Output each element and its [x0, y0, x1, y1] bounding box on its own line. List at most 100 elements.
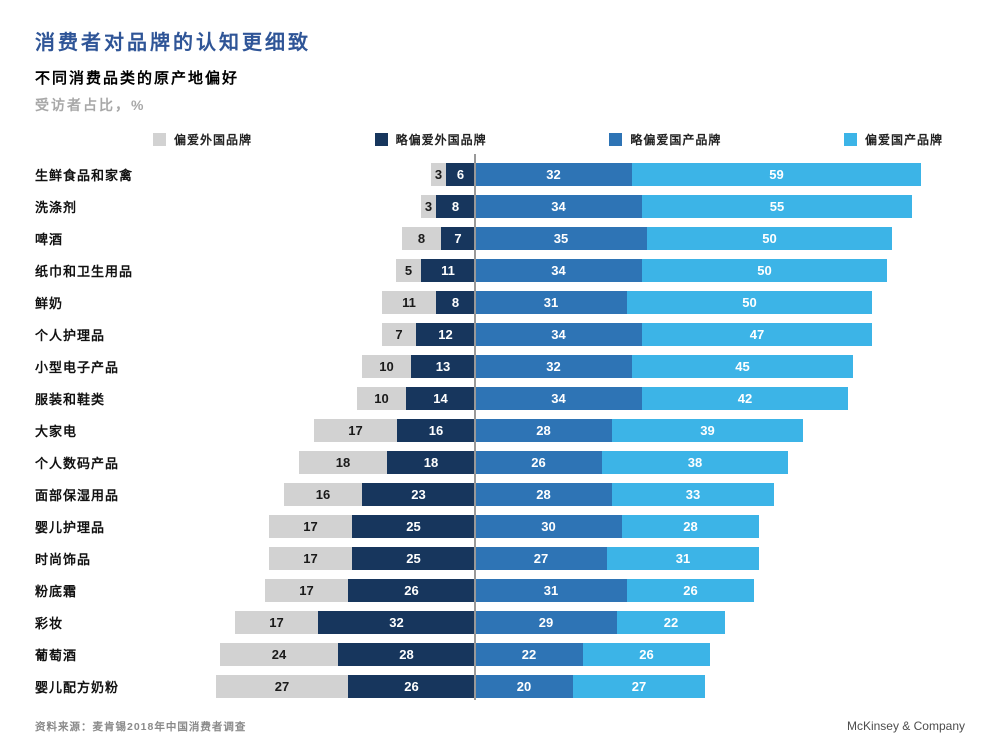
- bar-row: 婴儿配方奶粉 27 26 20 27: [35, 670, 965, 702]
- category-label: 婴儿护理品: [35, 519, 106, 535]
- bar-segment-1: 3: [421, 194, 436, 218]
- legend-swatch-blue: [609, 133, 623, 146]
- right-zone: 26 38: [475, 450, 965, 474]
- left-zone: 17 25: [205, 546, 475, 570]
- bar-segment-3: 29: [475, 610, 617, 634]
- legend-item-slightly-domestic: 略偏爱国产品牌: [609, 131, 721, 148]
- bar-segment-3: 31: [475, 290, 627, 314]
- bar-segment-3: 31: [475, 578, 627, 602]
- bar-segment-2: 26: [348, 674, 475, 698]
- left-zone: 17 25: [205, 514, 475, 538]
- category-label: 服装和鞋类: [35, 391, 106, 407]
- bar-segment-1: 17: [269, 514, 352, 538]
- bar-segment-3: 28: [475, 418, 612, 442]
- bar-segment-3: 34: [475, 258, 642, 282]
- legend-item-prefer-domestic: 偏爱国产品牌: [843, 131, 943, 148]
- bar-segment-2: 16: [397, 418, 475, 442]
- bar-segment-3: 28: [475, 482, 612, 506]
- brand-mark: McKinsey & Company: [846, 719, 965, 733]
- bar-segment-1: 17: [265, 578, 348, 602]
- legend-swatch-lightblue: [843, 133, 857, 146]
- category-label: 纸巾和卫生用品: [35, 263, 134, 279]
- category-label: 鲜奶: [35, 295, 64, 311]
- right-zone: 20 27: [475, 674, 965, 698]
- bar-row: 鲜奶 11 8 31 50: [35, 286, 965, 318]
- category-label: 葡萄酒: [35, 647, 78, 663]
- right-zone: 31 50: [475, 290, 965, 314]
- left-zone: 17 32: [205, 610, 475, 634]
- left-zone: 24 28: [205, 642, 475, 666]
- bar-segment-3: 30: [475, 514, 622, 538]
- bar-row: 时尚饰品 17 25 27 31: [35, 542, 965, 574]
- bar-segment-1: 7: [382, 322, 416, 346]
- bar-segment-3: 26: [475, 450, 602, 474]
- bar-segment-1: 10: [357, 386, 406, 410]
- category-label: 啤酒: [35, 231, 64, 247]
- bar-row: 大家电 17 16 28 39: [35, 414, 965, 446]
- bar-segment-1: 5: [396, 258, 421, 282]
- category-label: 彩妆: [35, 615, 64, 631]
- bar-segment-2: 32: [318, 610, 475, 634]
- left-zone: 11 8: [205, 290, 475, 314]
- right-zone: 34 42: [475, 386, 965, 410]
- right-zone: 34 47: [475, 322, 965, 346]
- bar-row: 彩妆 17 32 29 22: [35, 606, 965, 638]
- bar-segment-4: 28: [622, 514, 759, 538]
- left-zone: 17 16: [205, 418, 475, 442]
- right-zone: 31 26: [475, 578, 965, 602]
- bar-segment-2: 23: [362, 482, 475, 506]
- category-label: 粉底霜: [35, 583, 78, 599]
- bar-segment-1: 10: [362, 354, 411, 378]
- bar-segment-3: 22: [475, 642, 583, 666]
- bar-segment-4: 55: [642, 194, 912, 218]
- category-label: 洗涤剂: [35, 199, 78, 215]
- bar-segment-2: 6: [446, 162, 475, 186]
- category-label: 大家电: [35, 423, 78, 439]
- bar-segment-1: 3: [431, 162, 446, 186]
- bar-segment-2: 14: [406, 386, 475, 410]
- left-zone: 16 23: [205, 482, 475, 506]
- legend: 偏爱外国品牌 略偏爱外国品牌 略偏爱国产品牌 偏爱国产品牌: [153, 131, 943, 148]
- bar-segment-2: 13: [411, 354, 475, 378]
- right-zone: 22 26: [475, 642, 965, 666]
- bar-segment-1: 11: [382, 290, 436, 314]
- category-label: 小型电子产品: [35, 359, 120, 375]
- legend-label: 偏爱外国品牌: [174, 133, 253, 147]
- bar-segment-4: 45: [632, 354, 853, 378]
- bar-row: 葡萄酒 24 28 22 26: [35, 638, 965, 670]
- bar-row: 粉底霜 17 26 31 26: [35, 574, 965, 606]
- source-note: 资料来源：麦肯锡2018年中国消费者调查: [35, 721, 247, 733]
- category-label: 生鲜食品和家禽: [35, 167, 134, 183]
- bar-segment-4: 22: [617, 610, 725, 634]
- legend-swatch-navy: [374, 133, 388, 146]
- bar-row: 洗涤剂 3 8 34 55: [35, 190, 965, 222]
- right-zone: 34 55: [475, 194, 965, 218]
- bar-segment-1: 24: [220, 642, 338, 666]
- footer: 资料来源：麦肯锡2018年中国消费者调查 McKinsey & Company: [0, 719, 1000, 734]
- bar-segment-3: 32: [475, 354, 632, 378]
- bar-row: 个人数码产品 18 18 26 38: [35, 446, 965, 478]
- bar-segment-4: 47: [642, 322, 872, 346]
- left-zone: 17 26: [205, 578, 475, 602]
- bar-segment-4: 50: [647, 226, 892, 250]
- center-axis-line: [474, 154, 476, 700]
- category-label: 个人数码产品: [35, 455, 120, 471]
- right-zone: 29 22: [475, 610, 965, 634]
- bar-segment-1: 17: [314, 418, 397, 442]
- bar-segment-4: 59: [632, 162, 921, 186]
- left-zone: 27 26: [205, 674, 475, 698]
- bar-segment-3: 34: [475, 194, 642, 218]
- bar-segment-2: 25: [352, 514, 475, 538]
- legend-item-slightly-foreign: 略偏爱外国品牌: [374, 131, 487, 148]
- bar-segment-3: 34: [475, 386, 642, 410]
- legend-label: 偏爱国产品牌: [864, 133, 943, 147]
- bar-row: 生鲜食品和家禽 3 6 32 59: [35, 158, 965, 190]
- bar-segment-1: 27: [216, 674, 348, 698]
- bar-segment-1: 18: [299, 450, 387, 474]
- right-zone: 34 50: [475, 258, 965, 282]
- bar-row: 个人护理品 7 12 34 47: [35, 318, 965, 350]
